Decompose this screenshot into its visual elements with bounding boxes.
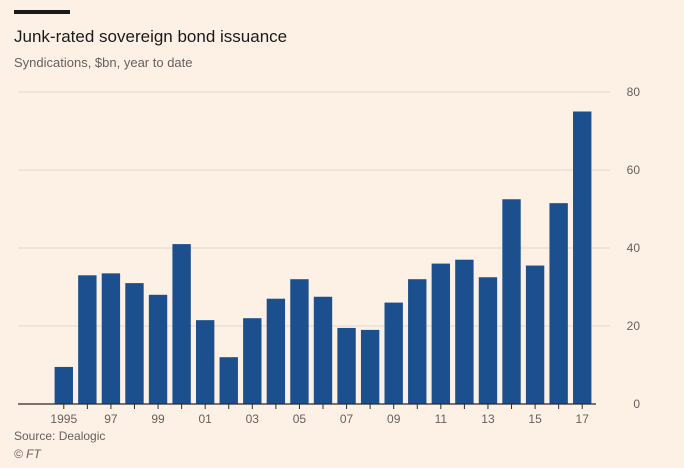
x-tick-label: 05 <box>293 412 307 426</box>
bar <box>360 329 380 404</box>
bar <box>78 275 97 404</box>
x-tick-label: 13 <box>481 412 495 426</box>
header-rule <box>14 10 70 14</box>
bar <box>266 298 286 404</box>
bar <box>54 366 73 404</box>
credit-note: © FT <box>14 447 41 461</box>
y-tick-label: 0 <box>633 397 640 411</box>
bar <box>384 302 403 404</box>
bar <box>148 294 168 404</box>
y-tick-label: 40 <box>627 241 641 255</box>
bar <box>172 244 191 404</box>
chart-title: Junk-rated sovereign bond issuance <box>14 27 288 46</box>
x-tick-label: 09 <box>387 412 401 426</box>
bar <box>549 203 568 404</box>
bar <box>573 111 592 404</box>
bar <box>337 327 356 404</box>
x-tick-label: 07 <box>340 412 354 426</box>
chart-subtitle: Syndications, $bn, year to date <box>14 55 193 70</box>
y-tick-label: 80 <box>627 85 641 99</box>
bar <box>408 279 427 404</box>
bar <box>525 265 545 404</box>
x-tick-label: 17 <box>576 412 590 426</box>
x-tick-label: 15 <box>528 412 542 426</box>
x-tick-label: 03 <box>246 412 260 426</box>
bar <box>243 318 262 404</box>
bar <box>478 277 498 404</box>
bar <box>290 279 309 404</box>
y-tick-label: 20 <box>627 319 641 333</box>
bar <box>313 296 333 404</box>
x-tick-label: 01 <box>198 412 212 426</box>
x-tick-label: 97 <box>104 412 118 426</box>
bar <box>125 283 144 404</box>
bar <box>431 263 451 404</box>
source-note: Source: Dealogic <box>14 429 106 443</box>
bar <box>101 273 121 404</box>
bar <box>195 320 215 404</box>
y-tick-label: 60 <box>627 163 641 177</box>
x-tick-label: 1995 <box>50 412 77 426</box>
x-tick-label: 11 <box>435 412 448 426</box>
bar <box>502 199 521 404</box>
x-tick-label: 99 <box>151 412 165 426</box>
bar <box>219 357 238 404</box>
bar <box>455 259 474 404</box>
